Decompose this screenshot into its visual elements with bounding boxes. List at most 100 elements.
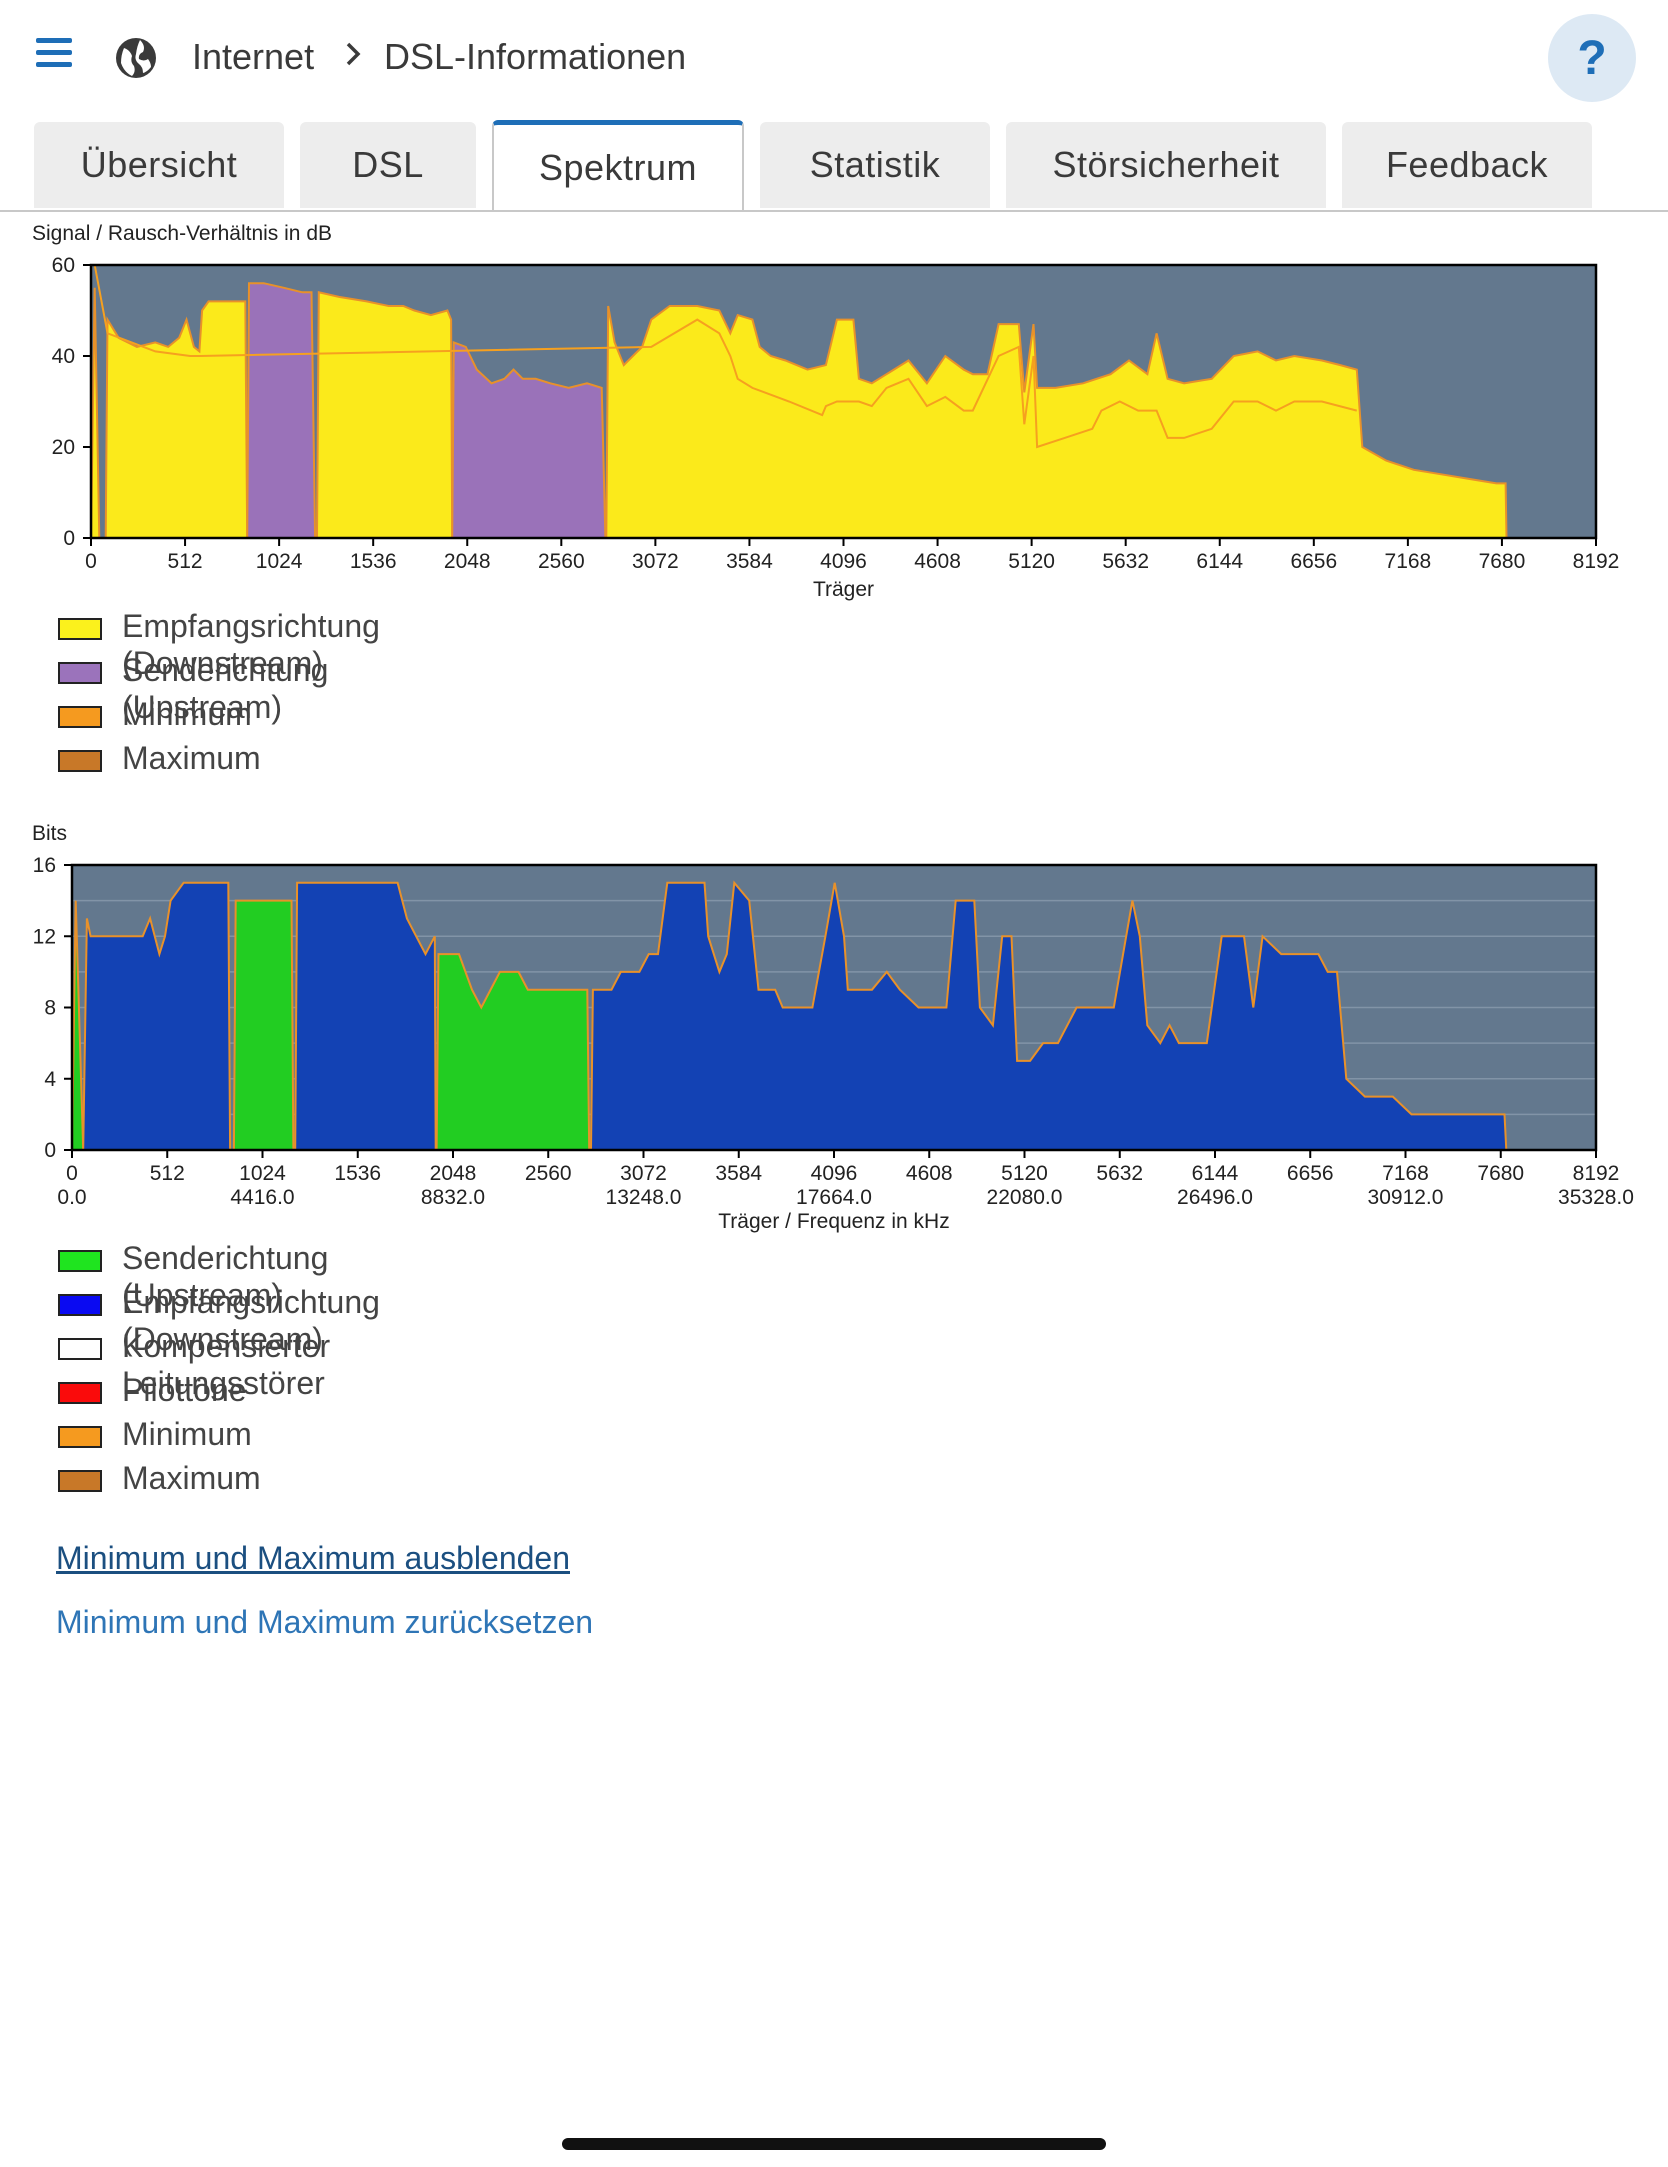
x-tick-label: 7168: [1385, 550, 1432, 573]
legend-label: Kompensierter Leitungsstörer: [122, 1328, 331, 1401]
x-tick-khz-label: 8832.0: [421, 1186, 485, 1209]
x-tick-label: 4608: [906, 1162, 953, 1185]
y-tick-label: 0: [44, 1139, 56, 1162]
series-area: [82, 881, 232, 1151]
legend-swatch: [58, 1382, 102, 1404]
help-button[interactable]: ?: [1548, 14, 1636, 102]
legend-label: Empfangsrichtung (Downstream): [122, 608, 380, 681]
chevron-right-icon: [346, 42, 361, 66]
x-tick-khz-label: 17664.0: [796, 1186, 872, 1209]
legend-label: Maximum: [122, 740, 261, 776]
x-tick-khz-label: 4416.0: [230, 1186, 294, 1209]
x-tick-label: 512: [168, 550, 203, 573]
x-tick-label: 7680: [1479, 550, 1526, 573]
x-tick-label: 7680: [1477, 1162, 1524, 1185]
legend-swatch: [58, 1250, 102, 1272]
hamburger-menu-icon[interactable]: [30, 34, 82, 78]
legend-swatch: [58, 750, 102, 772]
x-tick-label: 6656: [1290, 550, 1337, 573]
legend-swatch: [58, 1426, 102, 1448]
tab-stoersicherheit[interactable]: Störsicherheit: [1006, 122, 1326, 208]
legend-label: Empfangsrichtung (Downstream): [122, 1284, 380, 1357]
legend-label: Senderichtung (Upstream): [122, 652, 329, 725]
y-tick-label: 12: [33, 925, 56, 948]
globe-icon: [116, 38, 156, 78]
x-tick-khz-label: 35328.0: [1558, 1186, 1634, 1209]
x-tick-khz-label: 13248.0: [606, 1186, 682, 1209]
tab-dsl[interactable]: DSL: [300, 122, 476, 208]
y-tick-label: 20: [52, 436, 75, 459]
x-tick-label: 2560: [525, 1162, 572, 1185]
x-tick-label: 7168: [1382, 1162, 1429, 1185]
snr-chart: 0 20 40 60 0 512 1024 1536 2048 2560 3072 3584 4096 4…: [52, 254, 1620, 601]
y-tick-label: 40: [52, 345, 75, 368]
legend-label: Maximum: [122, 1460, 261, 1496]
x-tick-label: 1536: [350, 550, 397, 573]
y-tick-label: 8: [44, 997, 56, 1020]
tab-bar: Übersicht DSL Spektrum Statistik Störsic…: [0, 120, 1668, 212]
x-tick-label: 2048: [430, 1162, 477, 1185]
x-axis-label: Träger / Frequenz in kHz: [718, 1210, 949, 1233]
legend-swatch: [58, 618, 102, 640]
page-title: DSL-Informationen: [384, 36, 687, 77]
series-area: [246, 282, 317, 539]
y-tick-label: 60: [52, 254, 75, 277]
x-tick-khz-label: 22080.0: [987, 1186, 1063, 1209]
x-tick-label: 8192: [1573, 550, 1620, 573]
legend-label: Senderichtung (Upstream): [122, 1240, 329, 1313]
tab-feedback[interactable]: Feedback: [1342, 122, 1592, 208]
series-area: [451, 340, 607, 539]
series-area: [232, 899, 295, 1151]
series-area: [435, 953, 591, 1151]
legend-label: Pilottöne: [122, 1372, 247, 1408]
x-tick-label: 2048: [444, 550, 491, 573]
y-tick-label: 16: [33, 854, 56, 877]
x-tick-label: 1024: [239, 1162, 286, 1185]
legend-swatch: [58, 706, 102, 728]
x-tick-label: 512: [150, 1162, 185, 1185]
tab-spektrum[interactable]: Spektrum: [492, 120, 744, 210]
x-tick-khz-label: 30912.0: [1368, 1186, 1444, 1209]
y-tick-label: 4: [44, 1068, 56, 1091]
x-tick-label: 3584: [715, 1162, 762, 1185]
home-indicator: [562, 2138, 1106, 2150]
x-tick-label: 5120: [1001, 1162, 1048, 1185]
x-tick-khz-label: 0.0: [57, 1186, 86, 1209]
x-tick-label: 5632: [1096, 1162, 1143, 1185]
tab-uebersicht[interactable]: Übersicht: [34, 122, 284, 208]
x-tick-label: 3072: [632, 550, 679, 573]
legend-swatch: [58, 1338, 102, 1360]
x-tick-label: 3584: [726, 550, 773, 573]
x-tick-label: 2560: [538, 550, 585, 573]
x-tick-label: 1024: [256, 550, 303, 573]
y-tick-label: 0: [63, 527, 75, 550]
x-tick-label: 6144: [1196, 550, 1243, 573]
x-tick-label: 0: [85, 550, 97, 573]
x-tick-label: 4608: [914, 550, 961, 573]
x-tick-label: 0: [66, 1162, 78, 1185]
x-tick-label: 5120: [1008, 550, 1055, 573]
snr-chart-title: Signal / Rausch-Verhältnis in dB: [32, 222, 332, 245]
x-tick-label: 6144: [1192, 1162, 1239, 1185]
bits-chart-title: Bits: [32, 822, 68, 845]
hide-minmax-link[interactable]: Minimum und Maximum ausblenden: [56, 1540, 570, 1576]
top-bar: Internet DSL-Informationen ?: [0, 0, 1668, 118]
legend-label: Minimum: [122, 696, 252, 732]
series-line: [93, 264, 1358, 449]
series-area: [294, 881, 437, 1151]
x-tick-label: 8192: [1573, 1162, 1620, 1185]
legend-swatch: [58, 1470, 102, 1492]
x-tick-label: 3072: [620, 1162, 667, 1185]
legend-label: Minimum: [122, 1416, 252, 1452]
x-tick-label: 5632: [1102, 550, 1149, 573]
x-tick-label: 1536: [334, 1162, 381, 1185]
reset-minmax-link[interactable]: Minimum und Maximum zurücksetzen: [56, 1604, 594, 1640]
x-tick-khz-label: 26496.0: [1177, 1186, 1253, 1209]
legend-swatch: [58, 1294, 102, 1316]
x-tick-label: 6656: [1287, 1162, 1334, 1185]
tab-statistik[interactable]: Statistik: [760, 122, 990, 208]
breadcrumb-internet[interactable]: Internet: [192, 36, 315, 77]
x-axis-label: Träger: [813, 578, 874, 601]
legend-swatch: [58, 662, 102, 684]
